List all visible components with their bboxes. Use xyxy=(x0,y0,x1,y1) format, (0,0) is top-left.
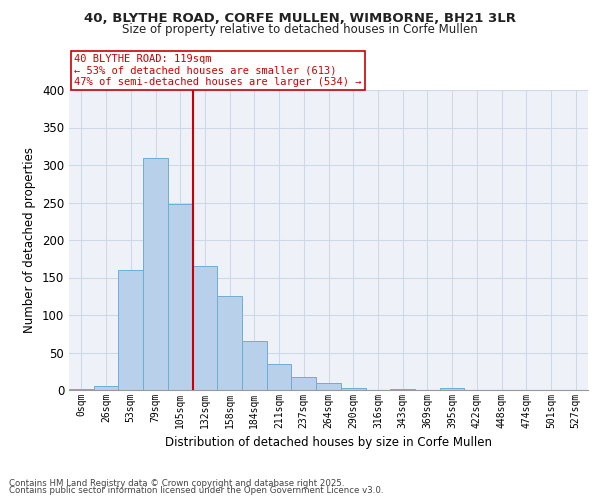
X-axis label: Distribution of detached houses by size in Corfe Mullen: Distribution of detached houses by size … xyxy=(165,436,492,450)
Bar xyxy=(267,364,292,390)
Bar xyxy=(292,376,316,390)
Text: Size of property relative to detached houses in Corfe Mullen: Size of property relative to detached ho… xyxy=(122,22,478,36)
Bar xyxy=(440,388,464,390)
Text: Contains HM Land Registry data © Crown copyright and database right 2025.: Contains HM Land Registry data © Crown c… xyxy=(9,478,344,488)
Bar xyxy=(193,266,217,390)
Text: 40 BLYTHE ROAD: 119sqm
← 53% of detached houses are smaller (613)
47% of semi-de: 40 BLYTHE ROAD: 119sqm ← 53% of detached… xyxy=(74,54,362,87)
Bar xyxy=(217,296,242,390)
Bar xyxy=(316,382,341,390)
Text: Contains public sector information licensed under the Open Government Licence v3: Contains public sector information licen… xyxy=(9,486,383,495)
Bar xyxy=(69,388,94,390)
Bar xyxy=(94,386,118,390)
Text: 40, BLYTHE ROAD, CORFE MULLEN, WIMBORNE, BH21 3LR: 40, BLYTHE ROAD, CORFE MULLEN, WIMBORNE,… xyxy=(84,12,516,26)
Bar xyxy=(341,388,365,390)
Y-axis label: Number of detached properties: Number of detached properties xyxy=(23,147,37,333)
Bar xyxy=(118,270,143,390)
Bar xyxy=(143,158,168,390)
Bar xyxy=(390,388,415,390)
Bar xyxy=(168,204,193,390)
Bar xyxy=(242,341,267,390)
